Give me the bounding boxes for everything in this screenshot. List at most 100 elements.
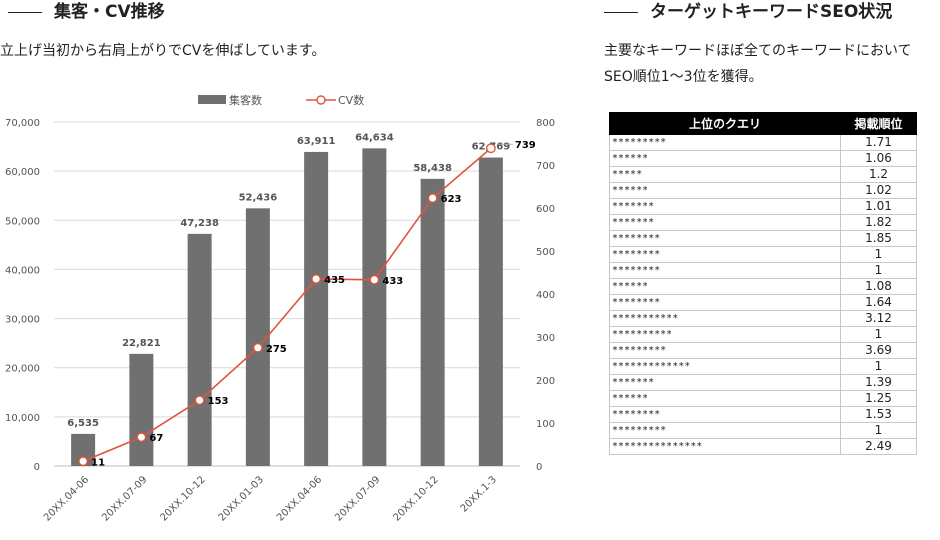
legend-line-label: CV数	[338, 94, 364, 107]
rank-cell: 1.82	[840, 214, 917, 231]
query-cell: **********	[609, 326, 841, 343]
x-tick-label: 20XX.1-3	[459, 474, 499, 514]
cv-data-label: 67	[149, 433, 163, 444]
cv-point	[136, 432, 147, 443]
bar	[478, 157, 503, 466]
query-cell: ***********	[609, 310, 841, 327]
table-row: ********* 1.71	[609, 134, 917, 151]
left-title-text: 集客・CV推移	[54, 2, 165, 22]
query-cell: ********	[609, 262, 841, 279]
rank-cell: 3.12	[840, 310, 917, 327]
table-row: ****** 1.02	[609, 182, 917, 199]
y-left-tick-label: 70,000	[5, 118, 40, 129]
query-cell: ********	[609, 406, 841, 423]
table-row: ******** 1.53	[609, 406, 917, 423]
y-right-tick-label: 500	[536, 247, 555, 258]
y-left-tick-label: 0	[34, 462, 40, 473]
y-left-tick-label: 50,000	[5, 216, 40, 227]
y-left-tick-label: 10,000	[5, 413, 40, 424]
bar-data-label: 64,634	[355, 132, 394, 143]
visitors-cv-chart: 0 10,000 20,000 30,000 40,000 50,000 60,000 70,…	[5, 93, 555, 524]
y-right-tick-label: 800	[536, 118, 555, 129]
y-right-tick-label: 600	[536, 204, 555, 215]
cv-data-label: 275	[266, 344, 287, 355]
x-tick-label: 20XX.01-03	[217, 474, 266, 523]
cv-point	[78, 456, 89, 467]
query-cell: *************	[609, 358, 841, 375]
query-cell: ******	[609, 390, 841, 407]
bar-data-label: 47,238	[180, 218, 219, 229]
bar-data-label: 22,821	[122, 338, 161, 349]
table-row: ****** 1.25	[609, 390, 917, 407]
cv-data-label: 153	[208, 396, 229, 407]
rank-cell: 1.39	[840, 374, 917, 391]
table-row: ********* 3.69	[609, 342, 917, 359]
x-tick-label: 20XX.07-09	[100, 474, 149, 523]
table-row: *********** 3.12	[609, 310, 917, 327]
table-row: ****** 1.06	[609, 150, 917, 167]
right-title-text: ターゲットキーワードSEO状況	[650, 2, 893, 22]
bar-data-label: 63,911	[297, 136, 336, 147]
bar-data-label: 58,438	[413, 163, 452, 174]
table-row: ******* 1.82	[609, 214, 917, 231]
cv-point	[369, 274, 380, 285]
query-cell: ********	[609, 230, 841, 247]
rank-cell: 2.49	[840, 438, 917, 455]
rank-cell: 1.64	[840, 294, 917, 311]
table-row: ************* 1	[609, 358, 917, 375]
y-right-tick-label: 200	[536, 376, 555, 387]
table-row: ****** 1.08	[609, 278, 917, 295]
x-tick-label: 20XX.07-09	[333, 474, 382, 523]
table-row: ***** 1.2	[609, 166, 917, 183]
x-tick-label: 20XX.10-12	[158, 474, 207, 523]
cv-point	[252, 342, 263, 353]
query-cell: *******	[609, 374, 841, 391]
cv-data-label: 433	[382, 276, 403, 287]
rank-column-header: 掲載順位	[840, 112, 917, 135]
rank-cell: 1.06	[840, 150, 917, 167]
cv-point	[427, 193, 438, 204]
query-cell: ********	[609, 246, 841, 263]
cv-point	[311, 274, 322, 284]
cv-point	[485, 143, 496, 154]
title-dash	[604, 11, 638, 13]
title-dash	[8, 11, 42, 13]
rank-cell: 1.08	[840, 278, 917, 295]
table-row: ******* 1.39	[609, 374, 917, 391]
cv-line	[82, 147, 492, 463]
rank-cell: 1	[840, 326, 917, 343]
bar	[187, 233, 212, 466]
rank-cell: 1	[840, 422, 917, 439]
legend-bar-swatch	[198, 95, 226, 104]
x-tick-label: 20XX.04-06	[275, 474, 324, 523]
cv-data-label: 623	[441, 194, 462, 205]
seo-keyword-table: 上位のクエリ 掲載順位 ********* 1.71 ****** 1.06 *****…	[609, 112, 917, 455]
bar-data-label: 6,535	[67, 418, 99, 429]
query-cell: *********	[609, 134, 841, 151]
left-section-title: 集客・CV推移	[8, 0, 165, 24]
rank-cell: 1.25	[840, 390, 917, 407]
legend-line-marker	[316, 95, 326, 105]
y-right-tick-label: 0	[536, 462, 542, 473]
table-row: ******** 1.64	[609, 294, 917, 311]
table-header-row: 上位のクエリ 掲載順位	[609, 112, 917, 135]
rank-cell: 3.69	[840, 342, 917, 359]
bar	[304, 151, 329, 466]
query-cell: *******	[609, 198, 841, 215]
right-section-subtitle: 主要なキーワードほぼ全てのキーワードにおいてSEO順位1〜3位を獲得。	[604, 43, 912, 85]
query-cell: *********	[609, 422, 841, 439]
x-tick-label: 20XX.04-06	[42, 474, 91, 523]
table-row: ******** 1	[609, 246, 917, 263]
y-right-tick-label: 400	[536, 290, 555, 301]
bar	[129, 353, 154, 466]
query-cell: ********	[609, 294, 841, 311]
y-right-tick-label: 300	[536, 333, 555, 344]
right-section-title: ターゲットキーワードSEO状況	[604, 0, 892, 24]
rank-cell: 1.85	[840, 230, 917, 247]
legend-bar-label: 集客数	[229, 93, 262, 107]
table-row: ******** 1	[609, 262, 917, 279]
y-right-tick-label: 100	[536, 419, 555, 430]
rank-cell: 1	[840, 246, 917, 263]
rank-cell: 1.53	[840, 406, 917, 423]
table-row: *************** 2.49	[609, 438, 917, 455]
